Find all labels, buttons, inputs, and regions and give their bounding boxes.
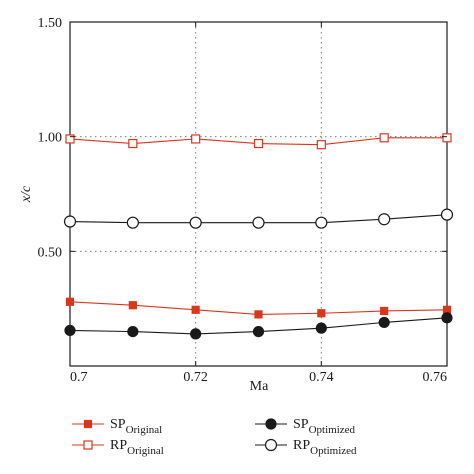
- data-point-rp-optimized: [126, 216, 139, 229]
- legend-label: RPOriginal: [110, 438, 164, 457]
- legend-label: SPOriginal: [110, 417, 162, 436]
- series-layer: [63, 133, 454, 340]
- legend-marker: [264, 438, 278, 452]
- tick-layer: 0.7 0.72 0.74 0.76 0.50 1.00 1.50: [38, 16, 448, 385]
- data-point-sp-original: [128, 301, 137, 310]
- data-point-sp-optimized: [252, 326, 265, 338]
- y-tick-label: 1.50: [38, 16, 63, 31]
- data-point-rp-original: [442, 133, 452, 143]
- legend-label: RPOptimized: [293, 438, 357, 457]
- series-sp-original: [65, 297, 452, 319]
- data-point-sp-original: [65, 297, 75, 306]
- legend-item-rp-original: RPOriginal: [72, 438, 164, 457]
- data-point-rp-original: [253, 138, 264, 149]
- series-rp-optimized: [63, 208, 454, 229]
- legend-marker: [83, 419, 93, 429]
- data-point-sp-original: [254, 310, 263, 319]
- data-point-sp-original: [191, 305, 200, 314]
- x-tick-label: 0.72: [183, 370, 208, 385]
- data-point-sp-optimized: [64, 324, 76, 337]
- y-tick-label: 1.00: [38, 131, 63, 146]
- series-sp-optimized: [64, 312, 453, 340]
- data-point-sp-optimized: [127, 326, 139, 338]
- data-point-sp-optimized: [378, 316, 390, 329]
- x-tick-label: 0.74: [309, 370, 334, 385]
- data-point-rp-optimized: [252, 216, 265, 229]
- data-point-rp-optimized: [189, 216, 202, 229]
- y-tick-label: 0.50: [38, 245, 63, 260]
- data-point-rp-original: [191, 134, 201, 144]
- data-point-rp-optimized: [440, 208, 454, 221]
- data-point-sp-optimized: [190, 328, 202, 340]
- legend-label: SPOptimized: [293, 417, 356, 436]
- plot-frame: [69, 21, 448, 367]
- y-axis-label: x/c: [19, 185, 34, 203]
- legend-item-sp-original: SPOriginal: [72, 417, 162, 436]
- x-tick-label: 0.7: [70, 370, 88, 385]
- data-point-rp-original: [65, 134, 75, 144]
- data-point-rp-optimized: [315, 216, 328, 229]
- data-point-rp-original: [128, 138, 138, 149]
- x-tick-label: 0.76: [423, 370, 448, 385]
- data-point-sp-original: [317, 309, 326, 318]
- x-axis-label: Ma: [250, 379, 269, 394]
- data-point-sp-optimized: [441, 312, 453, 324]
- series-rp-original: [65, 133, 452, 150]
- data-point-rp-original: [316, 140, 326, 150]
- legend-marker: [265, 418, 277, 430]
- legend-marker: [83, 440, 93, 450]
- legend: SPOriginal RPOriginal SPOptimized RPOptimiz…: [72, 417, 357, 457]
- plot-border: [69, 21, 448, 367]
- data-point-sp-optimized: [315, 322, 327, 334]
- data-point-sp-original: [380, 306, 389, 316]
- legend-item-sp-optimized: SPOptimized: [255, 417, 356, 436]
- data-point-rp-original: [379, 133, 389, 143]
- legend-item-rp-optimized: RPOptimized: [255, 438, 357, 457]
- data-point-rp-optimized: [378, 213, 391, 226]
- data-point-rp-optimized: [63, 215, 77, 228]
